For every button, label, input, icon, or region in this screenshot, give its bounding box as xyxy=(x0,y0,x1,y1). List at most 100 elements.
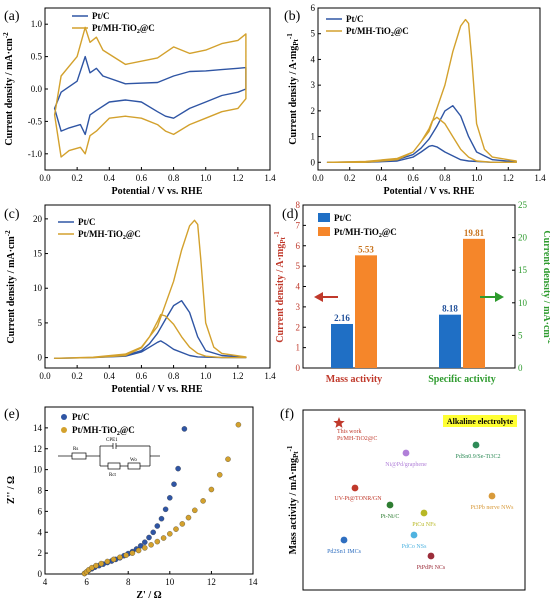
panel-f-point-label: Pd2Sn1 IMCs xyxy=(327,549,362,555)
panel-b-xtick-label: 0.0 xyxy=(312,173,324,183)
right-axis-arrow xyxy=(480,292,504,302)
panel-e-point-mh xyxy=(154,538,161,545)
legend-marker-ptc xyxy=(61,414,67,420)
panel-e-point-mh xyxy=(123,552,129,558)
panel-b-ytick-label: 5 xyxy=(311,29,316,39)
panel-e-xtick-label: 6 xyxy=(84,577,89,587)
panel-d-bar-label: 19.81 xyxy=(464,228,485,238)
panel-e-ytick-label: 14 xyxy=(33,423,43,433)
panel-a-series-ptc xyxy=(53,55,247,136)
panel-a-xtick-label: 0.8 xyxy=(168,173,180,183)
panel-f-point xyxy=(386,501,394,509)
panel-a-label: (a) xyxy=(4,9,20,24)
panel-d-left-tick-label: 1 xyxy=(296,343,301,353)
panel-e-point-mh xyxy=(110,556,117,563)
panel-e-point-mh xyxy=(225,456,231,462)
panel-d-bar-label: 5.53 xyxy=(358,244,374,254)
panel-c-xtick-label: 0.0 xyxy=(39,371,51,381)
legend-mh: Pt/MH-TiO2@C xyxy=(346,26,409,38)
panel-a-frame xyxy=(44,7,271,171)
panel-e-point-mh xyxy=(93,562,99,569)
panel-a-series xyxy=(53,26,247,158)
panel-c-ytick-label: 0 xyxy=(38,353,43,363)
panel-c-ytick-label: 20 xyxy=(33,214,43,224)
panel-e-point-mh xyxy=(200,498,206,504)
panel-e-point-mh xyxy=(148,542,154,548)
circuit-label-wo: Wo xyxy=(130,458,137,463)
panel-a-ytick-label: -0.5 xyxy=(28,116,43,126)
panel-d-categories: Mass activity Specific activity xyxy=(326,374,496,385)
panel-e-point-mh xyxy=(179,521,186,527)
panel-d-bar-label: 2.16 xyxy=(334,313,350,323)
panel-e-xtick-label: 10 xyxy=(165,577,175,587)
panel-a-ytick-label: 0.5 xyxy=(31,52,43,62)
panel-a-ytick-label: 0.0 xyxy=(31,84,43,94)
legend-ptc: Pt/C xyxy=(78,217,96,227)
panel-b-series-ptc xyxy=(326,105,517,163)
panel-d-left-tick-label: 5 xyxy=(296,261,301,271)
panel-c-legend: Pt/C Pt/MH-TiO2@C xyxy=(58,217,141,241)
panel-e-point-mh xyxy=(142,545,148,551)
legend-ptc: Pt/C xyxy=(334,213,352,223)
panel-f-point-label-2: Pt/MH-TiO2@C xyxy=(337,436,377,442)
panel-c-series xyxy=(53,219,247,359)
panel-f-point-star xyxy=(333,417,345,428)
panel-a-ytick-label: 1.0 xyxy=(31,19,43,29)
legend-ptc: Pt/C xyxy=(92,11,110,21)
panel-b-ytick-label: 6 xyxy=(311,3,316,13)
panel-d-right-tick-label: 25 xyxy=(518,200,528,210)
panel-e-xtick-label: 12 xyxy=(207,577,216,587)
panel-d-left-tick-label: 0 xyxy=(296,363,301,373)
panel-e-ytick-label: 10 xyxy=(33,465,43,475)
legend-swatch-ptc xyxy=(318,213,330,222)
panel-e-point-mh xyxy=(135,547,142,554)
panel-e-point-ptc xyxy=(167,495,173,501)
panel-b-xtick-label: 1.0 xyxy=(471,173,483,183)
panel-c-y-ticks: 0 5 10 15 20 xyxy=(33,214,48,363)
panel-f-point-label: Ni@Pd/graphene xyxy=(385,462,427,468)
panel-b-xtick-label: 0.4 xyxy=(376,173,388,183)
panel-e-y-ticks: 0 2 4 6 8 10 12 14 xyxy=(33,423,48,579)
panel-e-point-mh xyxy=(104,558,111,565)
panel-e-xlabel: Z' / Ω xyxy=(136,590,161,601)
panel-c-series-mh xyxy=(53,219,247,359)
panel-e: (e) 4 6 8 10 12 14 0 2 4 6 8 10 12 14 Pt/C Pt/MH-TiO… xyxy=(4,406,258,601)
panel-e-point-mh xyxy=(173,526,179,532)
panel-e-point-mh xyxy=(98,560,104,567)
panel-e-point-mh xyxy=(208,486,215,493)
panel-b-ylabel: Current density / A·mgPt-1 xyxy=(286,33,300,145)
circuit-label-rs: Rs xyxy=(73,447,78,452)
legend-ptc: Pt/C xyxy=(346,14,364,24)
panel-d-left-ticks: 0 1 2 3 4 5 6 7 8 xyxy=(296,200,306,373)
panel-f-point xyxy=(402,449,410,457)
panel-b-ytick-label: 0 xyxy=(311,157,316,167)
panel-e-xtick-label: 4 xyxy=(43,577,48,587)
electrolyte-badge: Alkaline electrolyte xyxy=(447,417,514,426)
panel-e-point-ptc xyxy=(162,506,169,513)
panel-f-frame xyxy=(302,409,526,591)
panel-f-point-label: Pt-Ni/C xyxy=(381,514,400,520)
panel-f-point-label: PtCu NFs xyxy=(412,522,436,528)
panel-d-bar-mh xyxy=(463,238,485,368)
panel-e-point-mh xyxy=(185,514,192,521)
panel-d-left-tick-label: 6 xyxy=(296,241,301,251)
panel-d-right-tick-label: 20 xyxy=(518,233,528,243)
panel-b-series-mh xyxy=(326,18,517,163)
panel-a-xtick-label: 0.6 xyxy=(136,173,148,183)
panel-d-label: (d) xyxy=(282,207,299,222)
panel-e-x-ticks: 4 6 8 10 12 14 xyxy=(43,571,258,587)
panel-d-bar-ptc xyxy=(439,314,461,368)
panel-c-x-ticks: 0.0 0.2 0.4 0.6 0.8 1.0 1.2 1.4 xyxy=(39,365,276,381)
equivalent-circuit xyxy=(58,443,160,470)
panel-e-point-ptc xyxy=(154,523,161,529)
panel-f: (f) Alkaline electrolyte This workPt/MH-… xyxy=(280,407,526,591)
panel-a-xtick-label: 0.4 xyxy=(104,173,116,183)
panel-f-point xyxy=(340,536,348,544)
panel-d-legend: Pt/C Pt/MH-TiO2@C xyxy=(318,213,397,239)
panel-f-point xyxy=(420,509,428,517)
panel-b-y-ticks: 0 1 2 3 4 5 6 xyxy=(311,3,321,167)
panel-e-point-ptc xyxy=(175,465,181,472)
panel-e-point-ptc xyxy=(158,515,165,522)
